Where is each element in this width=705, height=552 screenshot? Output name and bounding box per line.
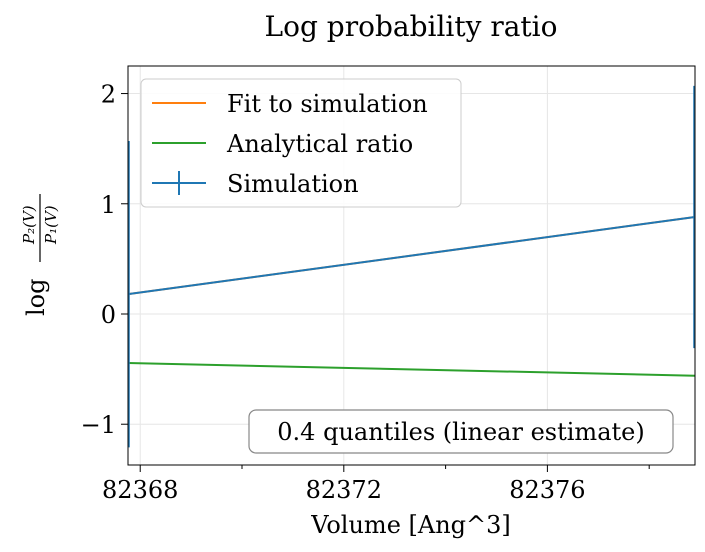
- series-simulation-line: [128, 216, 695, 296]
- x-tick-label: 82376: [509, 476, 585, 504]
- y-axis-label: log P₂(V) P₁(V): [20, 194, 60, 316]
- y-tick-label: 1: [101, 191, 116, 219]
- annotation-box: 0.4 quantiles (linear estimate): [248, 409, 674, 454]
- x-tick-label: 82372: [306, 476, 382, 504]
- legend-label-simulation: Simulation: [227, 170, 359, 198]
- annotation-text: 0.4 quantiles (linear estimate): [277, 418, 644, 446]
- chart-title: Log probability ratio: [265, 10, 558, 43]
- x-tick-label: 82368: [102, 476, 178, 504]
- y-label-log: log: [22, 279, 50, 317]
- legend-label-fit-to-simulation: Fit to simulation: [227, 90, 428, 118]
- y-label-denominator: P₁(V): [42, 205, 60, 245]
- y-tick-label: 0: [101, 301, 116, 329]
- series-analytical-ratio-line: [128, 362, 695, 377]
- legend-label-analytical-ratio: Analytical ratio: [226, 130, 413, 158]
- plot-frame: [127, 65, 696, 466]
- x-axis-label: Volume [Ang^3]: [310, 511, 511, 539]
- legend: Fit to simulation Analytical ratio Simulat…: [140, 78, 462, 208]
- y-label-numerator: P₂(V): [20, 205, 38, 245]
- series-group: [128, 85, 695, 448]
- y-tick-label: −1: [81, 411, 116, 439]
- y-tick-label: 2: [101, 81, 116, 109]
